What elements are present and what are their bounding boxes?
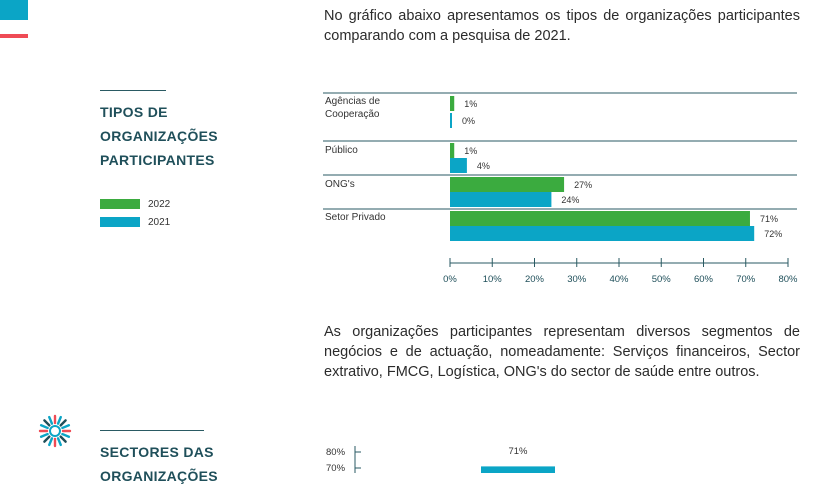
accent-block <box>0 0 28 20</box>
bar-2021 <box>450 192 552 207</box>
y-tick-label: 80% <box>326 447 346 458</box>
chart-legend: 2022 2021 <box>100 195 170 231</box>
category-label: ONG's <box>325 179 355 190</box>
x-tick-label: 20% <box>525 274 545 285</box>
sun-ray <box>43 419 51 427</box>
bar-value-label: 1% <box>464 146 477 156</box>
bar-value-label: 27% <box>574 180 592 190</box>
sun-ray <box>61 424 71 430</box>
bar-2022 <box>450 96 455 111</box>
bar-value-label: 1% <box>464 99 477 109</box>
bar-2022 <box>450 211 750 226</box>
legend-item-2022: 2022 <box>100 195 170 213</box>
sector-bar-value-label: 71% <box>508 446 528 457</box>
x-tick-label: 30% <box>567 274 587 285</box>
legend-item-2021: 2021 <box>100 213 170 231</box>
section-rule <box>100 90 166 91</box>
bar-value-label: 72% <box>764 229 782 239</box>
section-title-tipos: TIPOS DE ORGANIZAÇÕES PARTICIPANTES <box>100 104 218 168</box>
bar-2022 <box>450 177 565 192</box>
sun-ray <box>39 424 49 430</box>
bar-2021 <box>450 226 755 241</box>
bar-2021 <box>450 113 452 128</box>
bar-value-label: 71% <box>760 214 778 224</box>
x-tick-label: 0% <box>443 274 457 285</box>
sun-ray <box>59 435 67 443</box>
sun-ray <box>59 419 67 427</box>
sun-ray <box>61 432 71 438</box>
sun-ray <box>56 415 62 425</box>
category-label: Público <box>325 145 358 156</box>
sector-bar <box>481 466 555 473</box>
bar-value-label: 24% <box>561 195 579 205</box>
sunburst-icon <box>38 414 72 448</box>
x-tick-label: 70% <box>736 274 756 285</box>
sun-ray <box>48 415 54 425</box>
sun-ray <box>56 437 62 447</box>
sectors-chart: 80% 70% 71% <box>326 446 555 473</box>
legend-swatch-2022 <box>100 199 140 209</box>
legend-swatch-2021 <box>100 217 140 227</box>
sectors-paragraph: As organizações participantes representa… <box>324 324 800 380</box>
bar-2022 <box>450 143 455 158</box>
y-tick-label: 70% <box>326 463 346 473</box>
x-tick-label: 10% <box>483 274 503 285</box>
x-tick-label: 40% <box>609 274 629 285</box>
legend-label-2022: 2022 <box>148 198 171 210</box>
sun-ray <box>48 437 54 447</box>
x-tick-label: 80% <box>778 274 798 285</box>
legend-label-2021: 2021 <box>148 216 171 228</box>
x-tick-label: 60% <box>694 274 714 285</box>
bar-value-label: 0% <box>462 116 475 126</box>
section-rule-2 <box>100 430 204 431</box>
bar-value-label: 4% <box>477 161 490 171</box>
bar-2021 <box>450 158 467 173</box>
sun-ray <box>39 432 49 438</box>
intro-paragraph: No gráfico abaixo apresentamos os tipos … <box>324 8 800 44</box>
x-tick-label: 50% <box>652 274 672 285</box>
category-label: Agências de Cooperação <box>325 96 380 120</box>
accent-line <box>0 34 28 38</box>
sun-ray <box>43 435 51 443</box>
category-label: Setor Privado <box>325 212 386 223</box>
